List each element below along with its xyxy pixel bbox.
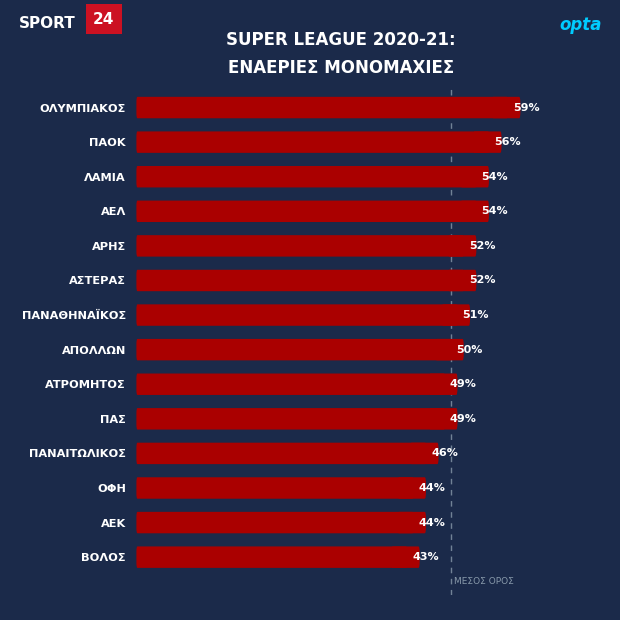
FancyBboxPatch shape [136, 304, 458, 326]
FancyBboxPatch shape [136, 166, 476, 187]
FancyBboxPatch shape [473, 131, 502, 153]
FancyBboxPatch shape [461, 201, 489, 222]
FancyBboxPatch shape [461, 166, 489, 187]
FancyBboxPatch shape [410, 443, 438, 464]
Text: 44%: 44% [418, 483, 445, 493]
FancyBboxPatch shape [136, 477, 414, 498]
Text: 44%: 44% [418, 518, 445, 528]
Text: 49%: 49% [450, 414, 477, 424]
Text: SUPER LEAGUE 2020-21:: SUPER LEAGUE 2020-21: [226, 31, 456, 49]
FancyBboxPatch shape [136, 235, 464, 257]
FancyBboxPatch shape [397, 512, 426, 533]
FancyBboxPatch shape [448, 270, 476, 291]
Text: 52%: 52% [469, 275, 495, 285]
FancyBboxPatch shape [136, 443, 426, 464]
Text: ΜΕΣΟΣ ΟΡΟΣ: ΜΕΣΟΣ ΟΡΟΣ [454, 577, 514, 586]
FancyBboxPatch shape [429, 408, 458, 430]
FancyBboxPatch shape [397, 477, 426, 498]
FancyBboxPatch shape [136, 373, 445, 395]
FancyBboxPatch shape [136, 408, 445, 430]
FancyBboxPatch shape [136, 512, 414, 533]
Text: opta: opta [559, 16, 601, 33]
Text: 46%: 46% [431, 448, 458, 458]
FancyBboxPatch shape [448, 235, 476, 257]
Text: 54%: 54% [481, 172, 508, 182]
Text: 56%: 56% [494, 137, 521, 147]
FancyBboxPatch shape [492, 97, 520, 118]
FancyBboxPatch shape [136, 97, 508, 118]
Text: 24: 24 [93, 12, 114, 27]
Text: 50%: 50% [456, 345, 482, 355]
FancyBboxPatch shape [136, 270, 464, 291]
FancyBboxPatch shape [136, 201, 476, 222]
FancyBboxPatch shape [435, 339, 464, 360]
FancyBboxPatch shape [136, 131, 489, 153]
FancyBboxPatch shape [136, 546, 407, 568]
Text: 51%: 51% [463, 310, 489, 320]
Text: 54%: 54% [481, 206, 508, 216]
Text: SPORT: SPORT [19, 16, 76, 30]
Text: 43%: 43% [412, 552, 439, 562]
FancyBboxPatch shape [441, 304, 470, 326]
Text: ΕΝΑΕΡΙΕΣ ΜΟΝΟΜΑΧΙΕΣ: ΕΝΑΕΡΙΕΣ ΜΟΝΟΜΑΧΙΕΣ [228, 59, 454, 77]
Text: 59%: 59% [513, 102, 539, 113]
FancyBboxPatch shape [136, 339, 451, 360]
FancyBboxPatch shape [429, 373, 458, 395]
FancyBboxPatch shape [391, 546, 420, 568]
Text: 49%: 49% [450, 379, 477, 389]
Text: 52%: 52% [469, 241, 495, 251]
